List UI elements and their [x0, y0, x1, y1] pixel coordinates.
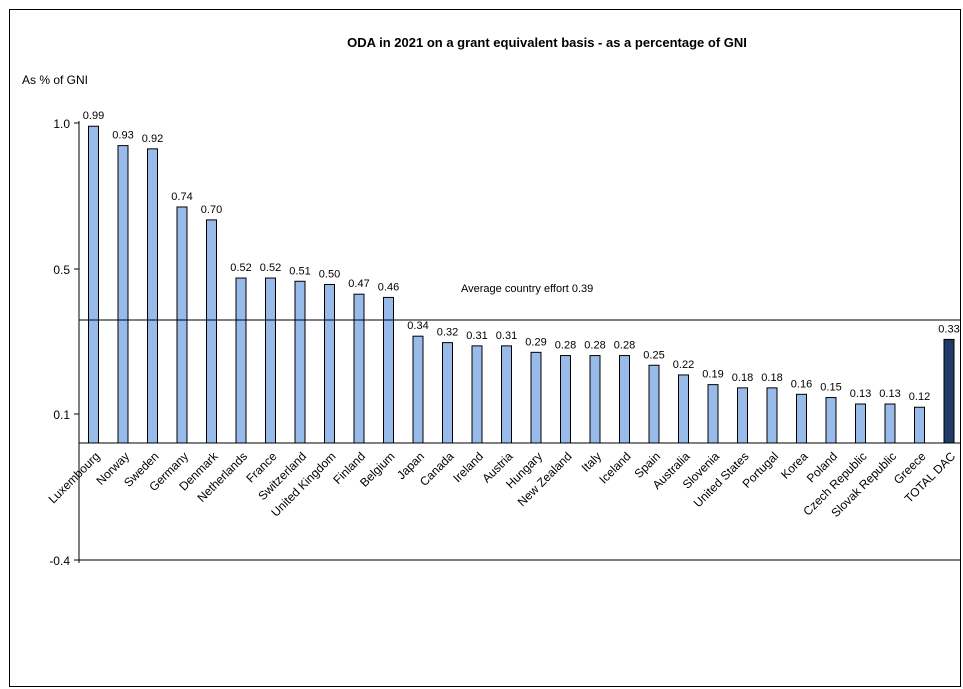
data-label: 0.25	[643, 349, 664, 361]
average-annotation: Average country effort 0.39	[461, 283, 593, 295]
bar	[530, 351, 542, 444]
data-label: 0.92	[142, 133, 163, 145]
bars-group	[88, 125, 955, 444]
data-label: 0.32	[437, 327, 458, 339]
category-labels-group: LuxembourgNorwaySwedenGermanyDenmarkNeth…	[46, 449, 959, 520]
data-label: 0.52	[230, 262, 251, 274]
data-label: 0.47	[348, 278, 369, 290]
data-label: 0.93	[112, 130, 133, 142]
data-label: 0.13	[850, 388, 871, 400]
data-label: 0.99	[83, 110, 104, 122]
bar	[678, 374, 689, 444]
bar	[943, 338, 955, 444]
chart-frame	[9, 9, 961, 687]
bar	[294, 280, 306, 444]
data-label: 0.46	[378, 281, 399, 293]
data-label: 0.18	[732, 372, 753, 384]
category-label: Italy	[579, 449, 604, 474]
bar	[501, 345, 512, 444]
data-label: 0.31	[496, 330, 517, 342]
bar	[235, 277, 247, 444]
data-label: 0.50	[319, 269, 340, 281]
bar	[206, 219, 217, 444]
category-label: Iceland	[596, 449, 633, 486]
data-label: 0.33	[938, 323, 959, 335]
bar	[914, 406, 925, 444]
y-axis-label: As % of GNI	[22, 73, 88, 87]
bar	[471, 345, 483, 444]
bar	[412, 335, 424, 444]
bar	[176, 206, 188, 444]
data-label: 0.31	[466, 330, 487, 342]
bar	[589, 355, 601, 444]
bar	[796, 393, 807, 444]
bar	[737, 387, 748, 444]
data-label: 0.22	[673, 359, 694, 371]
bar	[855, 403, 866, 444]
data-label: 0.28	[584, 340, 605, 352]
data-label: 0.13	[879, 388, 900, 400]
bar	[766, 387, 778, 444]
bar	[265, 277, 276, 444]
data-label: 0.29	[525, 336, 546, 348]
y-tick-label: -0.4	[49, 554, 70, 568]
bar	[707, 384, 719, 444]
bar	[825, 397, 837, 444]
data-label: 0.12	[909, 391, 930, 403]
y-tick-label: 0.5	[53, 263, 70, 277]
data-label: 0.18	[761, 372, 782, 384]
data-label: 0.70	[201, 204, 222, 216]
data-label: 0.15	[820, 382, 841, 394]
bar	[884, 403, 896, 444]
bar	[147, 148, 158, 444]
bar	[117, 145, 129, 444]
bar	[383, 296, 394, 444]
data-label: 0.16	[791, 378, 812, 390]
data-label: 0.28	[555, 340, 576, 352]
bar	[324, 284, 335, 444]
bar	[442, 342, 453, 444]
bar	[353, 293, 365, 444]
y-tick-label: 1.0	[53, 117, 70, 131]
bar	[648, 364, 660, 444]
data-label: 0.74	[171, 191, 192, 203]
y-tick-label: 0.1	[53, 408, 70, 422]
bar	[88, 125, 99, 444]
data-label: 0.52	[260, 262, 281, 274]
data-label: 0.19	[702, 369, 723, 381]
data-label: 0.34	[407, 320, 428, 332]
bar	[560, 355, 571, 444]
chart-title: ODA in 2021 on a grant equivalent basis …	[347, 35, 747, 50]
data-labels-group: 0.99 0.93 0.92 0.74 0.70 0.52 0.52 0.51 0.50 0.47…	[83, 110, 960, 403]
data-label: 0.28	[614, 340, 635, 352]
data-label: 0.51	[289, 265, 310, 277]
category-label: Ireland	[450, 449, 486, 485]
bar	[619, 355, 630, 444]
